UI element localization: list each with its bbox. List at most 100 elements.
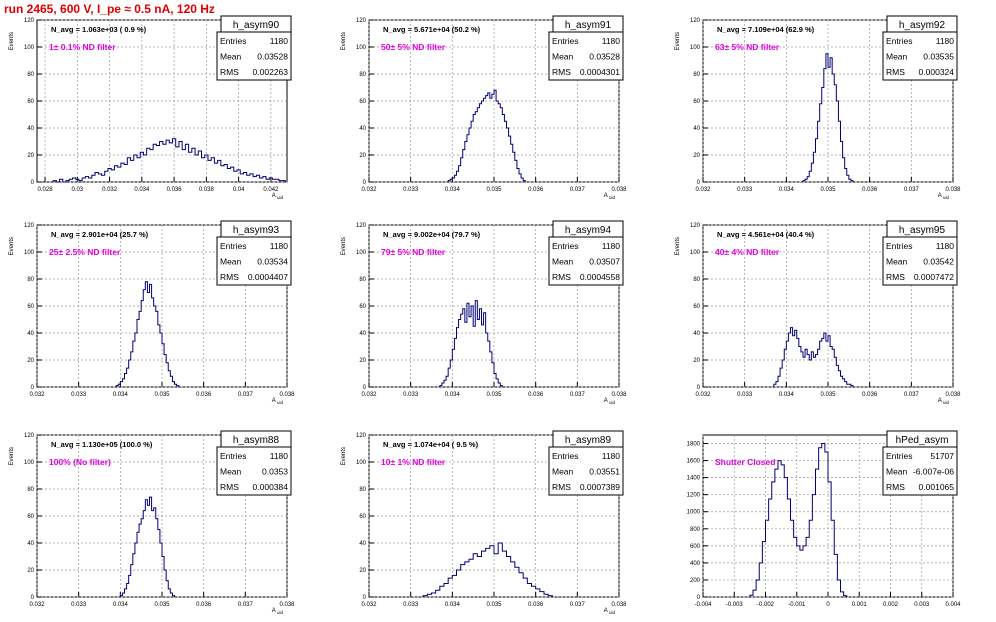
y-tick-label: 120 bbox=[690, 223, 701, 229]
histogram-panel-h_asym91: 0.032 0.033 0.034 0.035 0.036 0.037 0.038 0 20 40… bbox=[341, 15, 627, 200]
y-tick-label: 120 bbox=[356, 433, 367, 439]
y-axis-label: Events bbox=[9, 447, 15, 465]
stats-key: Mean bbox=[886, 52, 908, 62]
x-tick-label: 0.036 bbox=[167, 187, 183, 193]
page-title: run 2465, 600 V, I_pe ≈ 0.5 nA, 120 Hz bbox=[4, 2, 215, 16]
x-tick-label: 0.034 bbox=[445, 392, 461, 398]
y-tick-label: 100 bbox=[356, 250, 367, 256]
histogram-outline bbox=[119, 496, 175, 597]
x-tick-label: 0.038 bbox=[279, 602, 295, 608]
stats-value: 0.03528 bbox=[589, 52, 620, 62]
stats-key: RMS bbox=[552, 482, 571, 492]
y-tick-label: 60 bbox=[359, 304, 366, 310]
stats-box bbox=[216, 446, 292, 496]
y-tick-label: 400 bbox=[690, 561, 701, 567]
n-avg-label: N_avg = 1.130e+05 (100.0 %) bbox=[51, 440, 153, 449]
x-axis-label: A uid bbox=[272, 193, 284, 200]
y-tick-label: 1200 bbox=[687, 493, 701, 499]
y-tick-label: 600 bbox=[690, 544, 701, 550]
y-tick-label: 60 bbox=[359, 99, 366, 105]
x-tick-label: 0.03 bbox=[71, 187, 83, 193]
y-tick-label: 20 bbox=[27, 568, 34, 574]
stats-key: Mean bbox=[220, 257, 242, 267]
y-tick-label: 60 bbox=[27, 99, 34, 105]
x-tick-label: 0.036 bbox=[528, 187, 544, 193]
x-tick-label: 0.034 bbox=[113, 392, 129, 398]
y-tick-label: 1800 bbox=[687, 442, 701, 448]
x-tick-label: 0.035 bbox=[820, 392, 836, 398]
x-tick-label: 0.032 bbox=[29, 392, 45, 398]
stats-key: Entries bbox=[886, 36, 912, 46]
x-tick-label: 0.034 bbox=[779, 187, 795, 193]
histogram-name: hPed_asym bbox=[896, 435, 949, 446]
y-tick-label: 80 bbox=[27, 72, 34, 78]
histogram-name: h_asym89 bbox=[565, 435, 612, 446]
x-tick-label: 0.033 bbox=[403, 187, 419, 193]
y-tick-label: 20 bbox=[27, 153, 34, 159]
y-tick-label: 80 bbox=[359, 277, 366, 283]
stats-box bbox=[548, 31, 624, 81]
x-tick-label: 0.033 bbox=[71, 392, 87, 398]
x-tick-label: 0.042 bbox=[263, 187, 279, 193]
x-tick-label: 0.034 bbox=[445, 187, 461, 193]
y-tick-label: 20 bbox=[359, 568, 366, 574]
x-tick-label: 0.034 bbox=[134, 187, 150, 193]
stats-value: 0.0007472 bbox=[914, 272, 954, 282]
stats-value: 1180 bbox=[270, 451, 289, 461]
y-axis-label: Events bbox=[341, 32, 347, 50]
filter-label: 40± 4% ND filter bbox=[715, 247, 780, 257]
x-tick-label: -0.001 bbox=[788, 602, 806, 608]
x-tick-label: 0.032 bbox=[695, 187, 711, 193]
histogram-outline bbox=[439, 300, 503, 387]
histogram-outline bbox=[773, 327, 854, 387]
histogram-outline bbox=[52, 138, 286, 183]
x-tick-label: 0.035 bbox=[486, 187, 502, 193]
y-tick-label: 1400 bbox=[687, 476, 701, 482]
x-tick-label: 0.032 bbox=[695, 392, 711, 398]
stats-value: 0.0007389 bbox=[580, 482, 620, 492]
y-tick-label: 80 bbox=[693, 72, 700, 78]
stats-key: Entries bbox=[552, 451, 578, 461]
n-avg-label: N_avg = 9.002e+04 (79.7 %) bbox=[383, 230, 481, 239]
y-tick-label: 100 bbox=[24, 460, 35, 466]
stats-value: 0.03534 bbox=[257, 257, 288, 267]
histogram-name: h_asym93 bbox=[233, 225, 280, 236]
x-axis-label: A uid bbox=[272, 398, 284, 405]
y-tick-label: 20 bbox=[359, 358, 366, 364]
stats-key: Mean bbox=[220, 467, 242, 477]
x-tick-label: 0.038 bbox=[611, 602, 627, 608]
x-tick-label: 0.035 bbox=[154, 602, 170, 608]
y-axis-label: Events bbox=[341, 447, 347, 465]
x-tick-label: 0.035 bbox=[486, 392, 502, 398]
y-tick-label: 40 bbox=[359, 541, 366, 547]
stats-key: RMS bbox=[886, 482, 905, 492]
n-avg-label: N_avg = 5.671e+04 (50.2 %) bbox=[383, 25, 481, 34]
y-axis-label: Events bbox=[9, 237, 15, 255]
stats-key: Mean bbox=[220, 52, 242, 62]
stats-key: RMS bbox=[552, 67, 571, 77]
histogram-name: h_asym95 bbox=[899, 225, 946, 236]
y-tick-label: 0 bbox=[31, 595, 35, 601]
histogram-panel-h_asym89: 0.032 0.033 0.034 0.035 0.036 0.037 0.038 0 20 40… bbox=[341, 430, 627, 615]
x-tick-label: 0.033 bbox=[71, 602, 87, 608]
y-tick-label: 40 bbox=[693, 126, 700, 132]
stats-value: 0.03542 bbox=[923, 257, 954, 267]
x-tick-label: -0.002 bbox=[757, 602, 775, 608]
y-tick-label: 40 bbox=[27, 541, 34, 547]
y-tick-label: 0 bbox=[697, 180, 701, 186]
y-tick-label: 200 bbox=[690, 578, 701, 584]
x-tick-label: 0.036 bbox=[862, 187, 878, 193]
y-axis-label: Events bbox=[341, 237, 347, 255]
stats-box bbox=[548, 446, 624, 496]
y-tick-label: 100 bbox=[356, 45, 367, 51]
stats-box bbox=[216, 236, 292, 286]
histogram-name: h_asym90 bbox=[233, 20, 280, 31]
y-tick-label: 20 bbox=[359, 153, 366, 159]
x-tick-label: 0.035 bbox=[486, 602, 502, 608]
y-tick-label: 120 bbox=[356, 223, 367, 229]
x-tick-label: 0.037 bbox=[570, 392, 586, 398]
x-tick-label: 0.003 bbox=[914, 602, 930, 608]
stats-value: 0.03528 bbox=[257, 52, 288, 62]
x-tick-label: 0.037 bbox=[570, 602, 586, 608]
